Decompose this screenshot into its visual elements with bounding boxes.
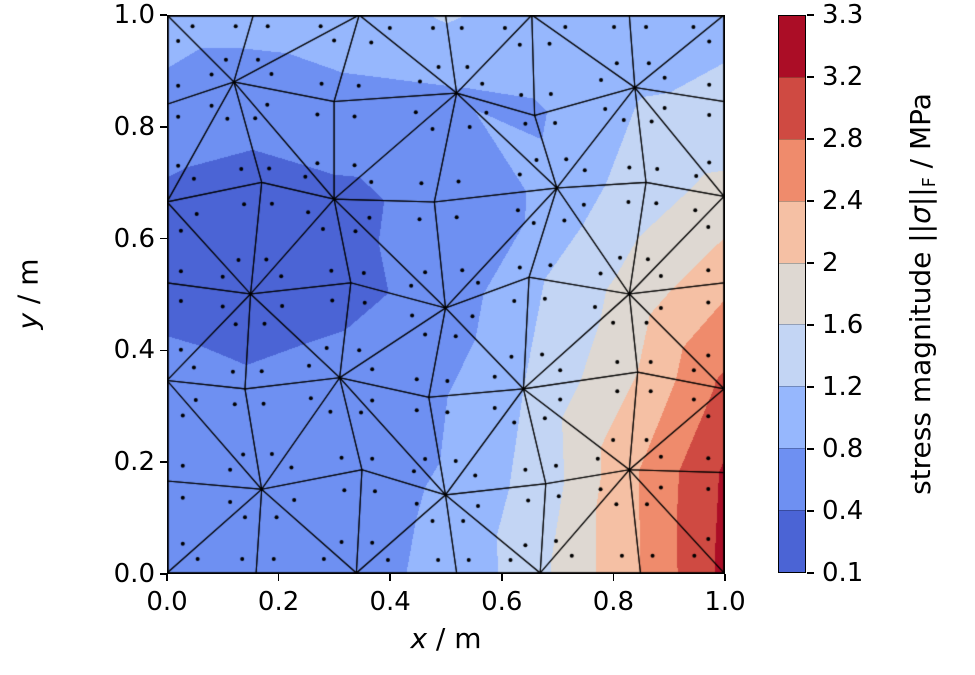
colorbar-tick-mark	[807, 138, 814, 140]
y-tick-label: 0.6	[113, 223, 155, 254]
colorbar-tick-label: 2.8	[822, 124, 864, 154]
colorbar-tick-mark	[807, 510, 814, 512]
x-tick-label: 0.2	[257, 587, 300, 617]
colorbar-segment	[779, 16, 805, 77]
x-tick-mark	[277, 574, 280, 581]
colorbar-segment	[779, 510, 805, 573]
y-tick-mark	[159, 573, 167, 575]
y-tick-mark	[159, 461, 167, 463]
x-axis-label-unit: / m	[427, 622, 482, 655]
colorbar-segment	[779, 386, 805, 449]
colorbar-tick-label: 2	[822, 248, 839, 278]
colorbar-tick-mark	[807, 448, 814, 450]
y-tick-label: 0.4	[113, 335, 155, 366]
x-tick-label: 0.8	[592, 587, 635, 617]
y-axis-label-unit: / m	[11, 258, 45, 313]
y-axis-label: y / m	[12, 258, 45, 329]
y-tick-label: 0.8	[113, 111, 155, 142]
colorbar-segment	[779, 448, 805, 511]
colorbar-segment	[779, 324, 805, 387]
x-tick-mark	[389, 574, 391, 581]
x-axis-label: x / m	[167, 622, 725, 655]
colorbar-tick-label: 0.4	[822, 496, 864, 526]
y-tick-mark	[159, 126, 167, 128]
colorbar-tick-mark	[807, 76, 814, 78]
y-tick-mark	[159, 237, 167, 240]
x-tick-label: 1.0	[704, 587, 746, 617]
colorbar-label-text: stress magnitude ||	[904, 223, 938, 495]
y-tick-label: 1.0	[113, 0, 155, 30]
y-tick-mark	[159, 14, 167, 16]
x-tick-label: 0.0	[146, 587, 188, 617]
sigma-symbol: σ	[904, 206, 938, 224]
colorbar-segment	[779, 138, 805, 201]
x-tick-mark	[724, 574, 726, 581]
colorbar-tick-label: 2.4	[822, 186, 864, 216]
x-tick-mark	[166, 574, 168, 581]
colorbar-tick-mark	[807, 324, 814, 326]
colorbar-tick-mark	[807, 386, 814, 388]
x-tick-mark	[612, 574, 615, 581]
y-axis-label-variable: y	[11, 312, 45, 330]
colorbar-label-unit: / MPa	[904, 93, 938, 178]
colorbar-tick-label: 1.6	[822, 310, 864, 340]
colorbar	[778, 15, 806, 573]
y-tick-mark	[159, 349, 167, 352]
y-tick-label: 0.0	[113, 559, 155, 589]
colorbar-tick-mark	[807, 262, 814, 264]
x-tick-mark	[501, 574, 503, 581]
x-axis-label-variable: x	[410, 622, 428, 655]
contour-mesh-plot	[167, 15, 725, 574]
frobenius-subscript: F	[919, 177, 940, 188]
x-tick-label: 0.6	[481, 587, 523, 617]
colorbar-tick-mark	[807, 200, 814, 202]
colorbar-tick-label: 3.2	[822, 62, 864, 92]
colorbar-tick-mark	[807, 14, 814, 16]
colorbar-tick-label: 0.8	[822, 434, 864, 464]
colorbar-segment	[779, 262, 805, 325]
colorbar-tick-label: 1.2	[822, 372, 864, 402]
colorbar-tick-mark	[807, 572, 814, 574]
y-tick-label: 0.2	[113, 447, 155, 478]
colorbar-tick-label: 0.1	[822, 558, 864, 588]
colorbar-tick-label: 3.3	[822, 0, 864, 30]
x-tick-label: 0.4	[369, 587, 411, 617]
colorbar-segment	[779, 76, 805, 139]
colorbar-segment	[779, 200, 805, 263]
colorbar-label: stress magnitude ||σ||F / MPa	[904, 93, 940, 495]
colorbar-label-norm-close: ||	[904, 187, 938, 207]
